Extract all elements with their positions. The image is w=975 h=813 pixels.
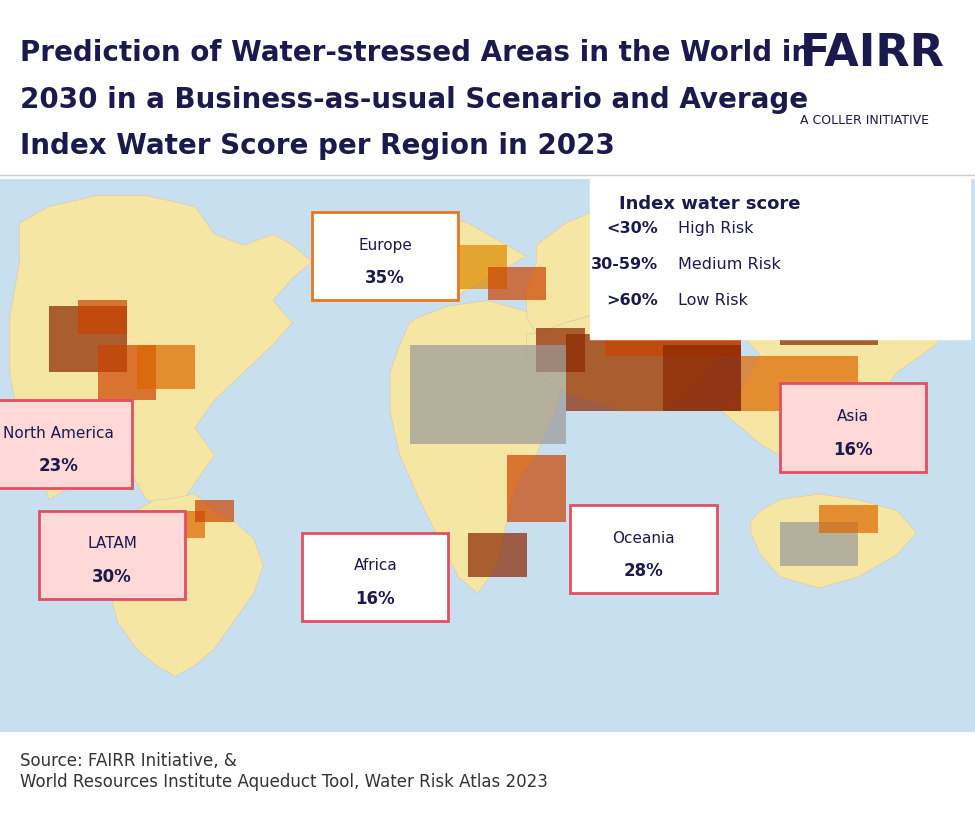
Polygon shape bbox=[526, 190, 965, 467]
Bar bbox=[488, 267, 546, 301]
Bar bbox=[146, 511, 205, 538]
Text: 2030 in a Business-as-usual Scenario and Average: 2030 in a Business-as-usual Scenario and… bbox=[20, 86, 807, 114]
Bar bbox=[429, 246, 507, 289]
FancyBboxPatch shape bbox=[780, 384, 926, 472]
Bar bbox=[49, 306, 127, 372]
Bar bbox=[195, 499, 234, 522]
FancyBboxPatch shape bbox=[570, 505, 717, 593]
Bar bbox=[780, 522, 858, 566]
Bar bbox=[136, 345, 195, 389]
Text: A COLLER INITIATIVE: A COLLER INITIATIVE bbox=[800, 115, 928, 128]
FancyBboxPatch shape bbox=[302, 533, 448, 621]
Polygon shape bbox=[10, 195, 312, 511]
Polygon shape bbox=[107, 494, 263, 676]
FancyBboxPatch shape bbox=[0, 179, 975, 732]
Bar bbox=[78, 301, 127, 333]
Bar bbox=[98, 345, 156, 400]
Text: 35%: 35% bbox=[366, 269, 405, 287]
Bar bbox=[663, 345, 741, 411]
Text: 16%: 16% bbox=[834, 441, 873, 459]
Text: Africa: Africa bbox=[354, 559, 397, 573]
Bar bbox=[741, 356, 858, 411]
Text: 16%: 16% bbox=[356, 590, 395, 608]
Text: <30%: <30% bbox=[606, 221, 658, 236]
Text: Prediction of Water-stressed Areas in the World in: Prediction of Water-stressed Areas in th… bbox=[20, 39, 810, 67]
Text: Source: FAIRR Initiative, &
World Resources Institute Aqueduct Tool, Water Risk : Source: FAIRR Initiative, & World Resour… bbox=[20, 752, 547, 791]
Bar bbox=[819, 505, 878, 533]
Text: Low Risk: Low Risk bbox=[678, 293, 748, 308]
Text: 23%: 23% bbox=[39, 458, 78, 476]
Polygon shape bbox=[400, 218, 526, 301]
Text: North America: North America bbox=[3, 426, 114, 441]
Text: High Risk: High Risk bbox=[678, 221, 753, 236]
Bar bbox=[604, 289, 741, 356]
Bar bbox=[780, 301, 878, 345]
Text: Oceania: Oceania bbox=[612, 531, 675, 546]
Text: 30%: 30% bbox=[93, 568, 132, 586]
Text: Europe: Europe bbox=[358, 237, 412, 253]
Text: FAIRR: FAIRR bbox=[800, 33, 945, 75]
FancyBboxPatch shape bbox=[39, 511, 185, 599]
Text: Index Water Score per Region in 2023: Index Water Score per Region in 2023 bbox=[20, 133, 614, 160]
Text: Asia: Asia bbox=[838, 409, 869, 424]
Polygon shape bbox=[751, 494, 916, 588]
Text: Medium Risk: Medium Risk bbox=[678, 257, 780, 272]
Polygon shape bbox=[390, 301, 566, 593]
FancyBboxPatch shape bbox=[590, 173, 970, 339]
Text: LATAM: LATAM bbox=[87, 537, 137, 551]
Bar bbox=[536, 328, 585, 372]
Bar bbox=[410, 345, 566, 444]
Bar bbox=[507, 455, 566, 522]
Polygon shape bbox=[526, 301, 741, 411]
FancyBboxPatch shape bbox=[312, 212, 458, 301]
Bar bbox=[468, 533, 526, 577]
Text: 30-59%: 30-59% bbox=[591, 257, 658, 272]
FancyBboxPatch shape bbox=[0, 400, 132, 489]
Text: Index water score: Index water score bbox=[619, 195, 800, 214]
Text: 28%: 28% bbox=[624, 563, 663, 580]
Bar bbox=[566, 333, 741, 411]
Text: >60%: >60% bbox=[606, 293, 658, 308]
